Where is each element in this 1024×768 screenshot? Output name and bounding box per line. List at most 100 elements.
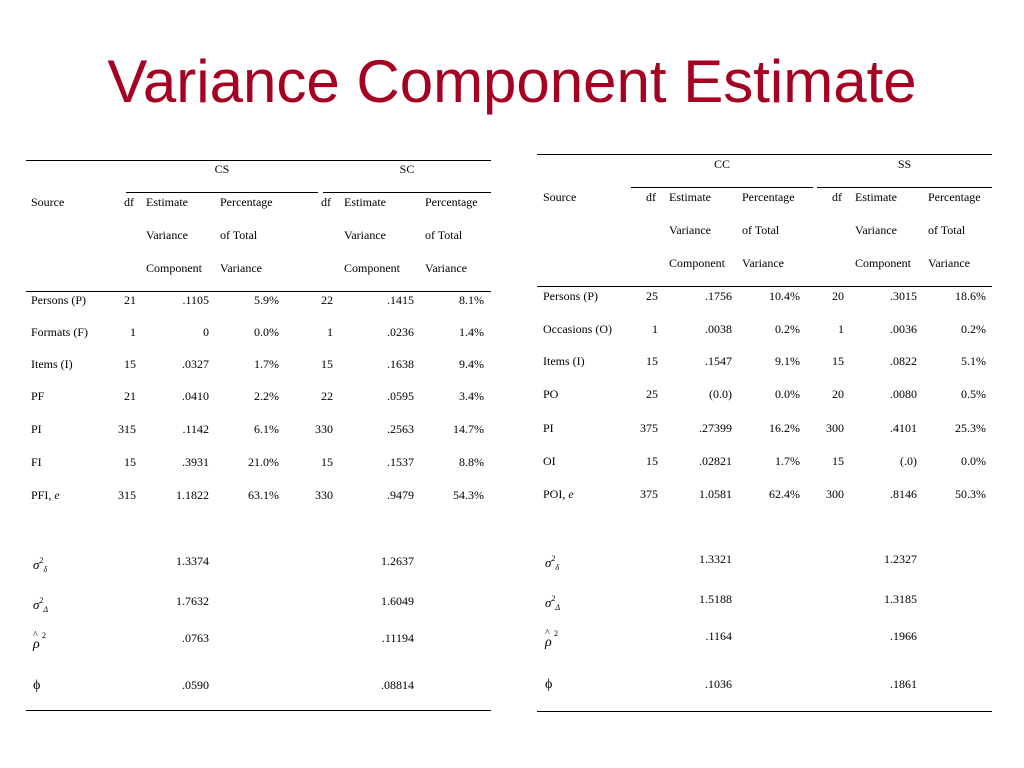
column-header-source: Source	[543, 190, 577, 204]
cell-df: 21	[124, 389, 136, 403]
row-source: POI, e	[543, 487, 574, 501]
cell-estimate: (.0)	[900, 454, 917, 468]
row-source-label: Items (I)	[543, 354, 585, 368]
cell-estimate: .1537	[387, 455, 414, 469]
cell-df: 15	[832, 354, 844, 368]
cell-estimate: .0080	[890, 387, 917, 401]
cell-percentage: 0.0%	[775, 387, 800, 401]
cell-estimate: .27399	[699, 421, 732, 435]
column-header-df: df	[321, 195, 331, 209]
row-source: FI	[31, 455, 42, 469]
cell-estimate: .1142	[182, 422, 209, 436]
row-source-label: Persons (P)	[31, 293, 87, 307]
summary-value: 1.5188	[699, 592, 732, 606]
summary-value: 1.7632	[176, 594, 209, 608]
row-source-label: PI	[31, 422, 42, 436]
cell-df: 15	[321, 357, 333, 371]
cell-df: 15	[321, 455, 333, 469]
cell-percentage: 63.1%	[248, 488, 279, 502]
cell-estimate: .2563	[387, 422, 414, 436]
cell-percentage: 62.4%	[769, 487, 800, 501]
column-header-percentage: of Total	[220, 228, 258, 242]
column-header-source: Source	[31, 195, 65, 209]
cell-df: 375	[640, 421, 658, 435]
rho-hat-sq-symbol: ^ 2 ρ	[33, 630, 46, 652]
cell-df: 20	[832, 387, 844, 401]
cell-estimate: .8146	[890, 487, 917, 501]
cell-estimate: .02821	[699, 454, 732, 468]
cell-percentage: 0.0%	[254, 325, 279, 339]
cell-estimate: .1638	[387, 357, 414, 371]
column-header-percentage: of Total	[742, 223, 780, 237]
cell-estimate: 1.1822	[176, 488, 209, 502]
row-source: OI	[543, 454, 556, 468]
column-header-estimate: Variance	[669, 223, 711, 237]
cell-estimate: .3931	[182, 455, 209, 469]
column-header-percentage: of Total	[928, 223, 966, 237]
summary-value: .1966	[890, 629, 917, 643]
column-header-percentage: Variance	[425, 261, 467, 275]
cell-percentage: 1.7%	[254, 357, 279, 371]
cell-estimate: .0410	[182, 389, 209, 403]
cell-estimate: 0	[203, 325, 209, 339]
cell-percentage: 54.3%	[453, 488, 484, 502]
column-header-estimate: Variance	[855, 223, 897, 237]
row-source: PFI, e	[31, 488, 60, 502]
error-symbol: e	[568, 487, 574, 501]
row-source: PI	[543, 421, 554, 435]
column-header-percentage: Variance	[220, 261, 262, 275]
column-header-percentage: Percentage	[742, 190, 795, 204]
cell-percentage: 21.0%	[248, 455, 279, 469]
cell-percentage: 1.7%	[775, 454, 800, 468]
cell-estimate: .9479	[387, 488, 414, 502]
group-header: SS	[897, 157, 912, 171]
summary-value: 1.2637	[381, 554, 414, 568]
cell-df: 15	[124, 455, 136, 469]
summary-value: .11194	[381, 631, 414, 645]
row-source-label: Formats (F)	[31, 325, 88, 339]
summary-value: .08814	[381, 678, 414, 692]
summary-value: .1036	[705, 677, 732, 691]
cell-percentage: 18.6%	[955, 289, 986, 303]
cell-df: 15	[646, 454, 658, 468]
row-source-label: OI	[543, 454, 556, 468]
cell-percentage: 3.4%	[459, 389, 484, 403]
column-header-estimate: Variance	[146, 228, 188, 242]
cell-estimate: .1756	[705, 289, 732, 303]
summary-value: .0590	[182, 678, 209, 692]
row-source: Persons (P)	[543, 289, 598, 303]
cell-percentage: 9.4%	[459, 357, 484, 371]
column-header-percentage: Percentage	[425, 195, 478, 209]
summary-value: 1.2327	[884, 552, 917, 566]
rho-hat-sq-symbol: ^ 2 ρ	[545, 628, 558, 650]
summary-value: 1.3185	[884, 592, 917, 606]
cell-percentage: 0.2%	[775, 322, 800, 336]
cell-df: 22	[321, 389, 333, 403]
cell-percentage: 50.3%	[955, 487, 986, 501]
cell-percentage: 14.7%	[453, 422, 484, 436]
cell-percentage: 0.2%	[961, 322, 986, 336]
cell-percentage: 9.1%	[775, 354, 800, 368]
cell-percentage: 0.0%	[961, 454, 986, 468]
cell-df: 1	[327, 325, 333, 339]
rule-line	[537, 154, 992, 155]
cell-estimate: .0822	[890, 354, 917, 368]
rule-line	[631, 187, 813, 188]
cell-df: 330	[315, 422, 333, 436]
row-source-label: PO	[543, 387, 559, 401]
cell-percentage: 5.9%	[254, 293, 279, 307]
column-header-estimate: Component	[344, 261, 400, 275]
row-source: Items (I)	[543, 354, 585, 368]
cell-df: 1	[652, 322, 658, 336]
row-source-label: PI	[543, 421, 554, 435]
cell-df: 20	[832, 289, 844, 303]
cell-percentage: 2.2%	[254, 389, 279, 403]
column-header-estimate: Estimate	[344, 195, 386, 209]
cell-percentage: 0.5%	[961, 387, 986, 401]
cell-percentage: 8.8%	[459, 455, 484, 469]
cell-percentage: 1.4%	[459, 325, 484, 339]
row-source: PO	[543, 387, 558, 401]
column-header-percentage: Percentage	[928, 190, 981, 204]
cell-estimate: .0595	[387, 389, 414, 403]
column-header-df: df	[646, 190, 656, 204]
